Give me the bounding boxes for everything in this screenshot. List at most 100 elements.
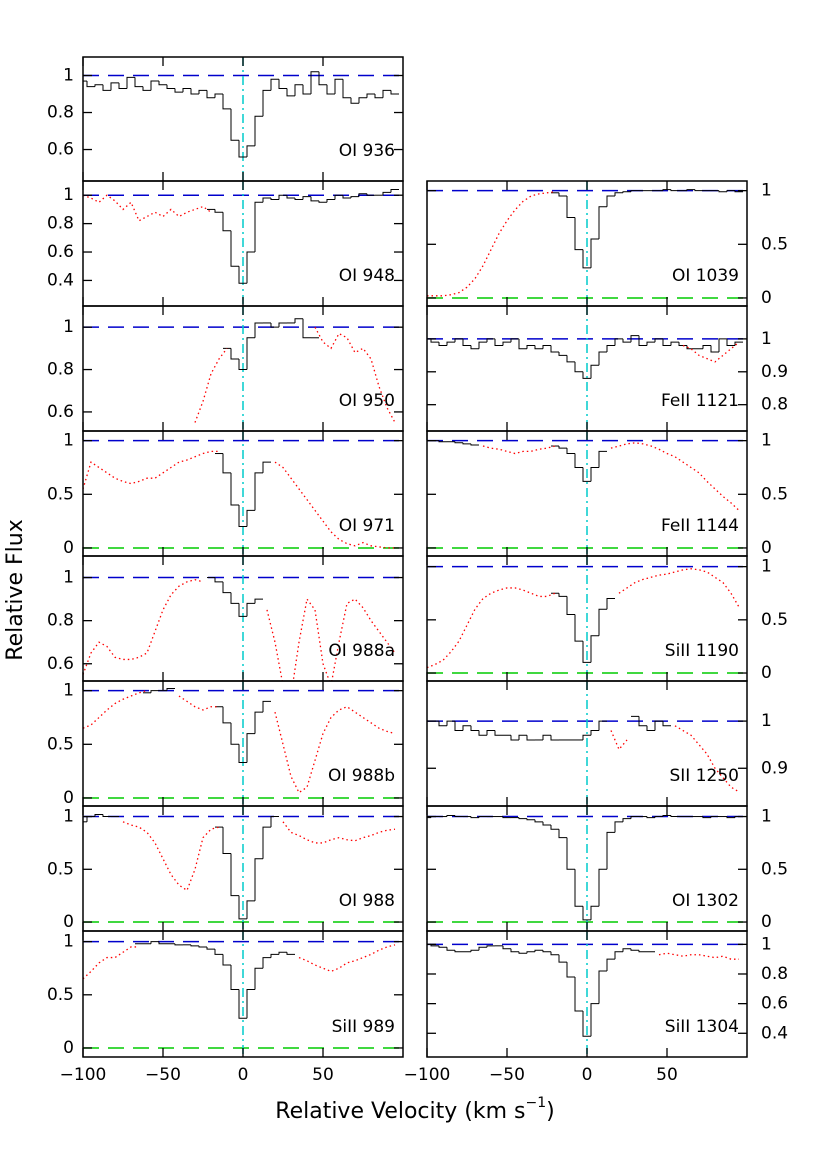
- flux-step: [446, 720, 455, 726]
- flux-step: [382, 89, 391, 98]
- flux-step: [182, 87, 191, 93]
- y-tick-label: 0: [63, 538, 74, 558]
- flux-step: [198, 945, 207, 948]
- flux-step: [526, 951, 535, 954]
- y-tick-label: 0.5: [761, 234, 788, 254]
- flux-step: [302, 196, 311, 200]
- flux-step: [390, 189, 399, 193]
- flux-step: [550, 345, 559, 353]
- flux-step: [270, 198, 279, 200]
- flux-step: [526, 818, 535, 821]
- flux-step: [478, 341, 487, 349]
- flux-step: [646, 816, 655, 819]
- model-curve: [482, 442, 740, 511]
- model-curve: [83, 194, 212, 222]
- flux-step: [630, 190, 639, 192]
- panel: 0 0.5 1 −100 −50 0 50 SiII 989: [47, 930, 404, 1085]
- flux-step: [86, 81, 95, 88]
- model-curve: [427, 568, 740, 669]
- flux-step: [238, 358, 247, 371]
- flux-step: [566, 448, 575, 455]
- panel-label: OI 950: [339, 391, 395, 411]
- panel: 0 0.5 1 OI 1302: [426, 805, 788, 932]
- flux-step: [342, 79, 351, 99]
- flux-step: [574, 217, 583, 251]
- y-tick-label: 0.6: [47, 242, 74, 262]
- panel-label: SII 1250: [670, 766, 740, 786]
- flux-step: [638, 950, 647, 953]
- flux-step: [718, 190, 727, 193]
- flux-step: [702, 816, 711, 819]
- flux-step: [102, 814, 111, 818]
- flux-step: [606, 831, 615, 870]
- flux-step: [222, 706, 231, 724]
- flux-step: [270, 322, 279, 328]
- flux-step: [582, 467, 591, 482]
- flux-step: [238, 140, 247, 158]
- flux-step: [590, 1003, 599, 1037]
- flux-step: [326, 84, 335, 95]
- x-tick-label: −50: [145, 1065, 181, 1085]
- plot-area: [427, 431, 747, 556]
- flux-step: [534, 949, 543, 952]
- x-tick-label: −100: [60, 1065, 107, 1085]
- flux-step: [214, 93, 223, 98]
- flux-step: [430, 338, 439, 343]
- flux-step: [582, 641, 591, 663]
- flux-step: [566, 196, 575, 218]
- flux-step: [454, 721, 463, 732]
- flux-step: [542, 821, 551, 826]
- y-tick-label: 0.8: [47, 103, 74, 123]
- panel: 0.9 1 SII 1250: [426, 680, 788, 807]
- flux-step: [366, 93, 375, 98]
- flux-step: [238, 266, 247, 284]
- flux-step: [214, 577, 223, 583]
- flux-step: [366, 193, 375, 196]
- y-tick-label: 1: [63, 185, 74, 205]
- model-curve: [83, 690, 396, 794]
- flux-step: [294, 84, 303, 96]
- flux-step: [166, 84, 175, 89]
- flux-step: [494, 730, 503, 736]
- y-tick-label: 0.9: [761, 362, 788, 382]
- flux-step: [726, 190, 735, 192]
- flux-step: [230, 592, 239, 604]
- flux-step: [438, 721, 447, 727]
- flux-step: [486, 945, 495, 948]
- flux-step: [358, 193, 367, 197]
- flux-step: [278, 79, 287, 89]
- flux-step: [486, 338, 495, 343]
- flux-step: [534, 345, 543, 350]
- panel: 0.4 0.6 0.8 1 −100 −50 0 50 SiII 1304: [404, 930, 788, 1085]
- flux-step: [582, 906, 591, 921]
- panel: 0.8 0.9 1 FeII 1121: [426, 305, 788, 432]
- y-tick-label: 0: [63, 912, 74, 932]
- flux-step: [278, 322, 287, 328]
- flux-step: [110, 82, 119, 91]
- flux-step: [638, 335, 647, 346]
- flux-step: [238, 603, 247, 617]
- y-tick-label: 1: [63, 807, 74, 827]
- flux-step: [350, 196, 359, 199]
- flux-step: [630, 816, 639, 819]
- flux-step: [590, 905, 599, 920]
- flux-step: [246, 145, 255, 157]
- flux-step: [622, 338, 631, 343]
- flux-step: [446, 947, 455, 951]
- y-tick-label: 0.6: [47, 402, 74, 422]
- flux-step: [86, 816, 95, 822]
- model-curve: [427, 191, 556, 297]
- flux-step: [222, 827, 231, 854]
- flux-step: [190, 944, 199, 947]
- plot-area: [83, 931, 403, 1057]
- flux-step: [654, 720, 663, 731]
- flux-step: [726, 338, 735, 346]
- flux-step: [582, 1011, 591, 1037]
- x-axis-label-close: ): [546, 1099, 555, 1124]
- y-axis-label: Relative Flux: [3, 519, 28, 660]
- flux-step: [374, 94, 383, 99]
- y-tick-label: 0: [761, 538, 772, 558]
- flux-step: [462, 725, 471, 731]
- flux-step: [318, 200, 327, 203]
- flux-step: [198, 89, 207, 95]
